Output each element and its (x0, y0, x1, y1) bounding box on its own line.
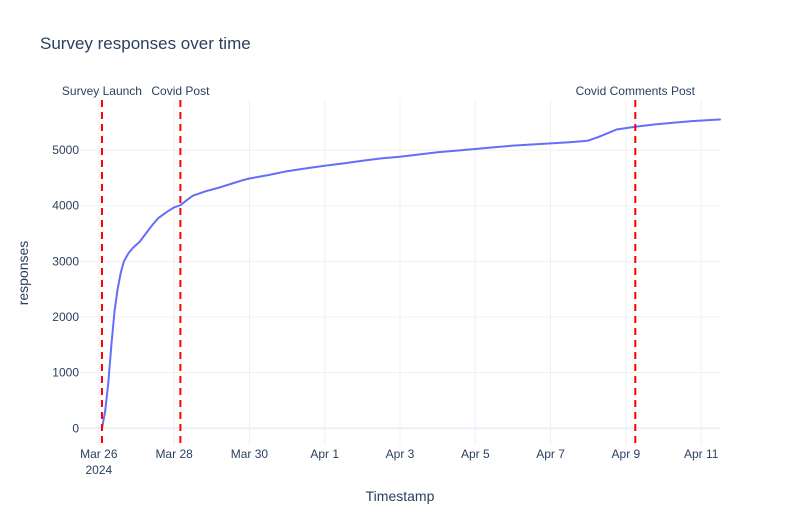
y-tick-label: 0 (72, 421, 79, 435)
y-tick-label: 5000 (52, 143, 79, 157)
annotation-label: Covid Post (151, 84, 210, 98)
x-axis-title: Timestamp (366, 488, 435, 504)
x-tick-label: Mar 30 (231, 447, 269, 461)
y-tick-labels: 0 1000 2000 3000 4000 5000 (52, 143, 79, 435)
grid-layer (80, 100, 720, 445)
x-tick-label: Apr 1 (310, 447, 339, 461)
x-tick-label: Mar 28 (155, 447, 193, 461)
x-tick-sublabel: 2024 (85, 463, 112, 477)
y-axis-title: responses (15, 241, 31, 306)
annotation-layer: Survey Launch Covid Post Covid Comments Po… (62, 84, 696, 445)
x-tick-label: Mar 26 (80, 447, 118, 461)
x-tick-label: Apr 5 (461, 447, 490, 461)
y-tick-label: 2000 (52, 310, 79, 324)
chart-title: Survey responses over time (40, 34, 251, 53)
series-line (101, 118, 721, 430)
x-tick-label: Apr 9 (612, 447, 641, 461)
x-tick-label: Apr 7 (536, 447, 565, 461)
y-tick-label: 4000 (52, 199, 79, 213)
x-tick-label: Apr 11 (684, 447, 719, 461)
annotation-label: Survey Launch (62, 84, 142, 98)
y-tick-label: 1000 (52, 366, 79, 380)
annotation-label: Covid Comments Post (576, 84, 696, 98)
series-layer (101, 118, 721, 430)
y-tick-label: 3000 (52, 254, 79, 268)
x-tick-labels: Mar 26 2024 Mar 28 Mar 30 Apr 1 Apr 3 Apr 5 Apr… (80, 447, 719, 477)
x-tick-label: Apr 3 (386, 447, 415, 461)
